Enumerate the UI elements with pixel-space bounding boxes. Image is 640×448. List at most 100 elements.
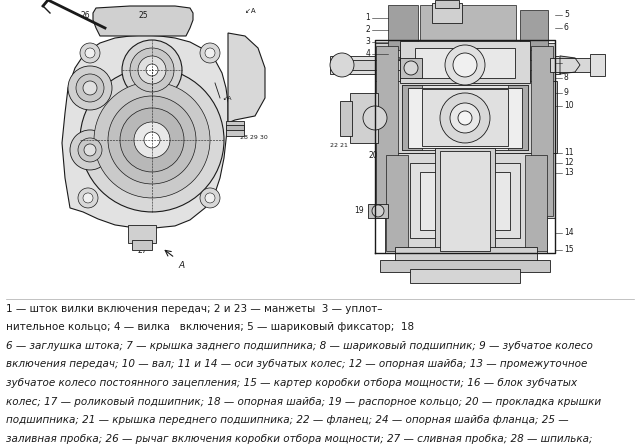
Circle shape <box>80 68 224 212</box>
Bar <box>340 101 352 136</box>
Bar <box>226 121 244 136</box>
Bar <box>435 148 495 253</box>
Text: 9: 9 <box>564 88 569 98</box>
Bar <box>525 155 547 251</box>
Text: 2: 2 <box>365 26 370 34</box>
Bar <box>330 56 560 74</box>
Circle shape <box>120 108 184 172</box>
Text: зубчатое колесо постоянного зацепления; 15 — картер коробки отбора мощности; 16 : зубчатое колесо постоянного зацепления; … <box>6 378 577 388</box>
Circle shape <box>404 61 418 75</box>
Circle shape <box>445 45 485 85</box>
PathPatch shape <box>228 33 265 123</box>
Circle shape <box>205 193 215 203</box>
Bar <box>402 85 528 150</box>
Bar <box>226 125 244 130</box>
PathPatch shape <box>62 35 228 228</box>
Bar <box>420 172 510 230</box>
Text: 12: 12 <box>564 159 573 168</box>
Circle shape <box>108 96 196 184</box>
Bar <box>410 163 520 238</box>
Text: 4: 4 <box>365 49 370 59</box>
Bar <box>375 81 557 153</box>
Circle shape <box>83 81 97 95</box>
Bar <box>388 5 418 50</box>
Text: ↙A: ↙A <box>244 8 255 14</box>
Bar <box>410 269 520 283</box>
Circle shape <box>450 103 480 133</box>
Bar <box>440 151 490 251</box>
Circle shape <box>330 53 354 77</box>
Circle shape <box>440 93 490 143</box>
Text: 5: 5 <box>564 10 569 20</box>
Circle shape <box>122 40 182 100</box>
Circle shape <box>200 188 220 208</box>
Circle shape <box>78 138 102 162</box>
Text: заливная пробка; 26 — рычаг включения коробки отбора мощности; 27 — сливная проб: заливная пробка; 26 — рычаг включения ко… <box>6 434 593 444</box>
Text: А–А: А–А <box>440 6 461 16</box>
Bar <box>330 60 560 70</box>
Text: 6 — заглушка штока; 7 — крышка заднего подшипника; 8 — шариковый подшипник; 9 — : 6 — заглушка штока; 7 — крышка заднего п… <box>6 341 593 351</box>
Text: 19: 19 <box>355 207 364 215</box>
Text: 14: 14 <box>564 228 573 237</box>
Bar <box>435 0 459 8</box>
Circle shape <box>363 106 387 130</box>
Circle shape <box>372 205 384 217</box>
Text: 10: 10 <box>564 101 573 111</box>
Circle shape <box>84 144 96 156</box>
Circle shape <box>94 82 210 198</box>
Bar <box>368 204 388 218</box>
Text: 28 29 30: 28 29 30 <box>240 135 268 140</box>
Bar <box>508 85 528 150</box>
Bar <box>395 247 537 265</box>
Circle shape <box>453 53 477 77</box>
Bar <box>132 240 152 250</box>
Text: 6: 6 <box>564 23 569 33</box>
Text: ↙A: ↙A <box>222 96 232 101</box>
Text: 20: 20 <box>369 151 378 160</box>
Text: 22 21: 22 21 <box>330 143 348 148</box>
Text: 27: 27 <box>137 246 147 255</box>
Bar <box>590 54 605 76</box>
Bar <box>402 85 422 150</box>
Text: A: A <box>178 261 184 270</box>
Bar <box>385 153 547 253</box>
Text: 11: 11 <box>564 148 573 157</box>
Circle shape <box>130 48 174 92</box>
Text: 17 16: 17 16 <box>461 270 483 279</box>
Bar <box>531 46 553 216</box>
Circle shape <box>78 188 98 208</box>
Text: 23 24: 23 24 <box>392 57 412 63</box>
Circle shape <box>80 43 100 63</box>
Text: колес; 17 — роликовый подшипник; 18 — опорная шайба; 19 — распорное кольцо; 20 —: колес; 17 — роликовый подшипник; 18 — оп… <box>6 396 602 407</box>
Text: включения передач; 10 — вал; 11 и 14 — оси зубчатых колес; 12 — опорная шайба; 1: включения передач; 10 — вал; 11 и 14 — о… <box>6 359 588 370</box>
Text: нительное кольцо; 4 — вилка   включения; 5 — шариковый фиксатор;  18: нительное кольцо; 4 — вилка включения; 5… <box>6 322 415 332</box>
Circle shape <box>205 48 215 58</box>
Bar <box>415 48 515 78</box>
Circle shape <box>83 193 93 203</box>
Circle shape <box>76 74 104 102</box>
Bar <box>386 155 408 251</box>
Text: 8: 8 <box>564 73 569 82</box>
Text: 13: 13 <box>564 168 573 177</box>
Text: 15: 15 <box>564 246 573 254</box>
Circle shape <box>68 66 112 110</box>
Circle shape <box>134 122 170 158</box>
Circle shape <box>146 64 158 76</box>
Text: 1 — шток вилки включения передач; 2 и 23 — манжеты  3 — уплот–: 1 — шток вилки включения передач; 2 и 23… <box>6 304 383 314</box>
Bar <box>128 225 156 243</box>
Bar <box>420 5 516 40</box>
Circle shape <box>85 48 95 58</box>
Bar <box>350 93 378 143</box>
Bar <box>408 88 522 148</box>
Bar <box>520 10 548 50</box>
Bar <box>432 3 462 23</box>
Text: 3: 3 <box>365 38 370 47</box>
Bar <box>530 43 555 218</box>
Text: 1: 1 <box>365 13 370 22</box>
Bar <box>400 41 530 83</box>
Circle shape <box>70 130 110 170</box>
Circle shape <box>458 111 472 125</box>
Text: 7: 7 <box>564 59 569 68</box>
Bar <box>550 58 598 72</box>
Circle shape <box>138 56 166 84</box>
